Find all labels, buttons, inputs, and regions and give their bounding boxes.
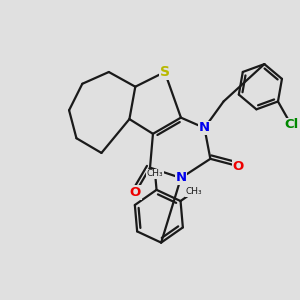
Text: CH₃: CH₃ [185,187,202,196]
Text: O: O [233,160,244,173]
Text: N: N [176,172,187,184]
Text: Cl: Cl [284,118,298,131]
Text: CH₃: CH₃ [147,169,164,178]
Text: S: S [160,65,170,79]
Text: N: N [199,122,210,134]
Text: O: O [130,186,141,199]
